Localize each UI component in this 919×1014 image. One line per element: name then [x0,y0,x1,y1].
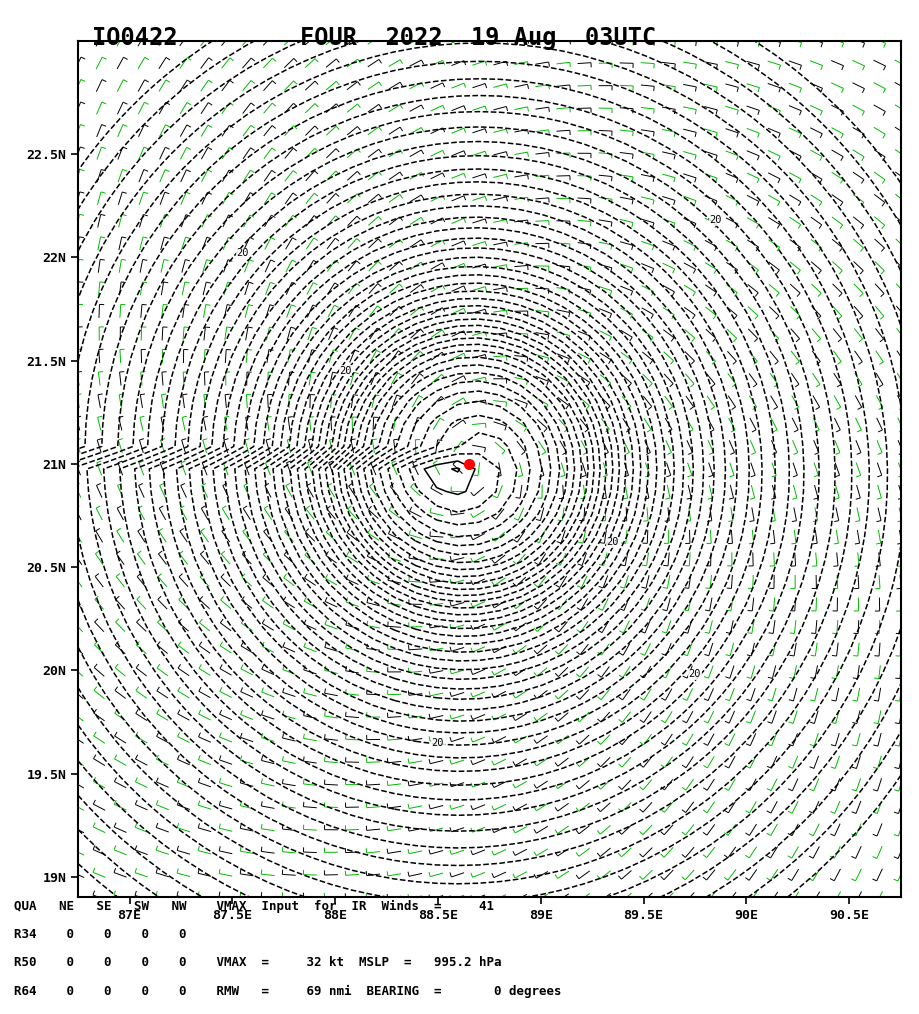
Text: QUA   NE   SE   SW   NW    VMAX  Input  for  IR  Winds  =     41: QUA NE SE SW NW VMAX Input for IR Winds … [14,899,494,913]
Text: R34    0    0    0    0: R34 0 0 0 0 [14,928,187,941]
Text: 20: 20 [432,737,444,747]
Text: 20: 20 [688,669,701,679]
Text: R50    0    0    0    0    VMAX  =     32 kt  MSLP  =   995.2 hPa: R50 0 0 0 0 VMAX = 32 kt MSLP = 995.2 hP… [14,956,501,969]
Text: 20: 20 [709,215,721,225]
Text: IO0422: IO0422 [92,26,177,51]
Text: 20: 20 [339,366,352,376]
Text: 20: 20 [607,537,619,548]
Text: R64    0    0    0    0    RMW   =     69 nmi  BEARING  =       0 degrees: R64 0 0 0 0 RMW = 69 nmi BEARING = 0 deg… [14,985,562,998]
Text: 20: 20 [236,248,249,259]
Text: FOUR  2022  19 Aug  03UTC: FOUR 2022 19 Aug 03UTC [300,26,656,51]
